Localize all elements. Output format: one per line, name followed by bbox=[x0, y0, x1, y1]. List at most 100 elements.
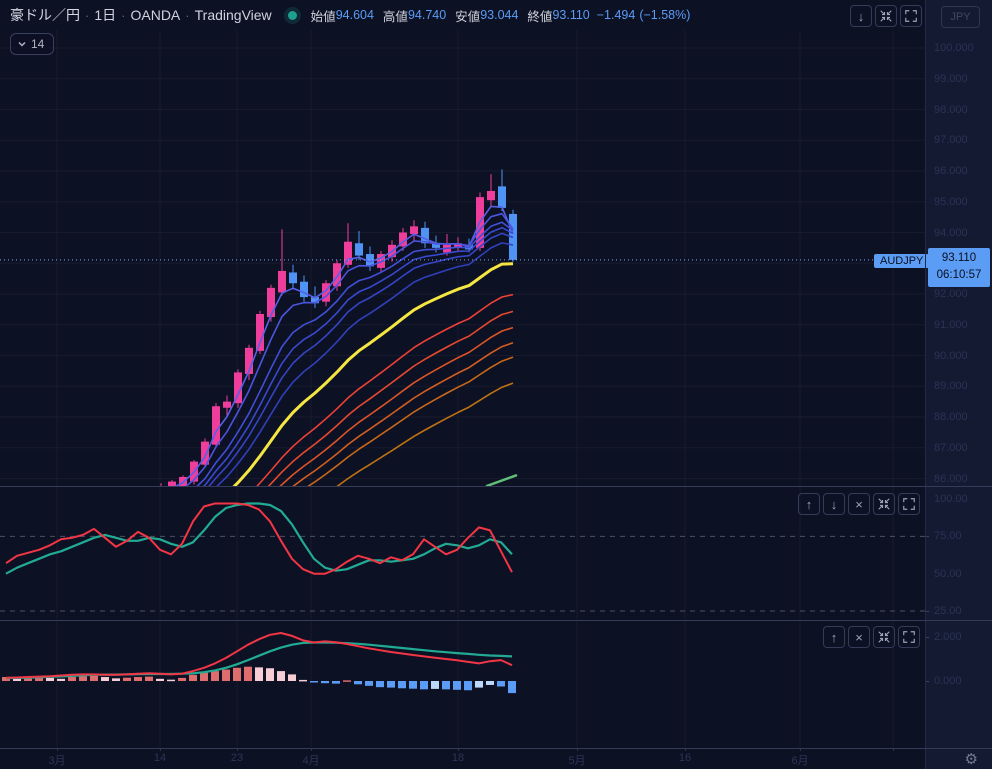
pane-separator[interactable] bbox=[0, 620, 992, 621]
time-scale-label: 5月 bbox=[568, 755, 586, 767]
pane-move-up-button[interactable]: ↑ bbox=[823, 626, 845, 648]
arrow-down-icon: ↓ bbox=[830, 496, 838, 512]
pane-separator[interactable] bbox=[0, 486, 992, 487]
time-scale-tick bbox=[458, 748, 459, 751]
maximize-pane-button[interactable] bbox=[900, 5, 922, 27]
time-scale-tick bbox=[893, 748, 894, 751]
ohlc-readout: 始値 94.604 高値 94.740 安値 93.044 終値 93.110 … bbox=[311, 6, 691, 25]
time-scale-tick bbox=[800, 748, 801, 751]
title-separator: · bbox=[121, 7, 126, 23]
oscillator-scale-label: 50.00 bbox=[934, 567, 962, 580]
pane-move-down-button[interactable]: ↓ bbox=[823, 493, 845, 515]
price-scale-label: 86.000 bbox=[934, 472, 968, 485]
pane-maximize-button[interactable] bbox=[898, 493, 920, 515]
pane-collapse-button[interactable] bbox=[873, 626, 895, 648]
price-scale-label: 91.000 bbox=[934, 318, 968, 331]
collapse-pane-button[interactable] bbox=[875, 5, 897, 27]
macd-scale-label: 2.000 bbox=[934, 631, 962, 643]
pane-maximize-button[interactable] bbox=[898, 626, 920, 648]
close-value: 93.110 bbox=[552, 8, 590, 22]
currency-unit-label: JPY bbox=[950, 11, 971, 23]
title-separator: · bbox=[85, 7, 90, 23]
collapse-icon bbox=[878, 631, 890, 643]
price-scale-label: 88.000 bbox=[934, 411, 968, 423]
change-percent: (−1.58%) bbox=[639, 8, 691, 22]
price-scale-label: 99.000 bbox=[934, 72, 968, 85]
macd-pane[interactable] bbox=[0, 621, 925, 747]
time-scale-label: 14 bbox=[153, 752, 167, 764]
platform-label: TradingView bbox=[194, 7, 272, 23]
time-scale-tick bbox=[685, 748, 686, 751]
arrow-up-icon: ↑ bbox=[830, 629, 838, 645]
time-scale[interactable]: ⚙ 3月 14 23 4月 18 5月 16 6月 bbox=[0, 748, 992, 769]
high-label: 高値 bbox=[382, 9, 408, 24]
pane-close-button[interactable]: × bbox=[848, 493, 870, 515]
open-value: 94.604 bbox=[335, 8, 374, 22]
chevron-down-icon bbox=[18, 41, 26, 47]
price-scale-label: 92.000 bbox=[934, 288, 968, 300]
price-scale-label: 98.000 bbox=[934, 103, 968, 116]
time-scale-label: 23 bbox=[230, 752, 244, 764]
collapsed-indicators-count: 14 bbox=[31, 37, 45, 51]
price-scale-label: 97.000 bbox=[934, 134, 968, 147]
low-label: 安値 bbox=[455, 9, 481, 24]
price-scale[interactable]: AUDJPY 93.110 06:10:57 100.000 99.000 98.0… bbox=[874, 0, 992, 769]
bar-countdown: 06:10:57 bbox=[936, 269, 982, 282]
oscillator-scale-label: 25.00 bbox=[934, 605, 962, 618]
main-price-pane[interactable] bbox=[0, 30, 925, 486]
time-scale-tick bbox=[57, 748, 58, 751]
price-scale-label: 94.000 bbox=[934, 226, 968, 239]
arrow-up-icon: ↑ bbox=[805, 496, 813, 512]
scale-divider bbox=[925, 0, 926, 769]
interval-label[interactable]: 1日 bbox=[94, 7, 117, 23]
symbol-price-tag-label: AUDJPY bbox=[880, 255, 924, 267]
macd-scale-label: 0.000 bbox=[934, 675, 962, 687]
arrow-down-icon: ↓ bbox=[857, 8, 865, 24]
collapse-icon bbox=[880, 10, 892, 22]
header-buttons: ↓ bbox=[850, 5, 922, 27]
pane-close-button[interactable]: × bbox=[848, 626, 870, 648]
chart-header: 豪ドル／円 · 1日 · OANDA · TradingView 始値 94.6… bbox=[0, 0, 992, 30]
time-scale-label: 3月 bbox=[48, 755, 66, 767]
maximize-icon bbox=[903, 631, 915, 643]
symbol-name[interactable]: 豪ドル／円 bbox=[10, 7, 80, 23]
collapsed-indicators-chip[interactable]: 14 bbox=[10, 33, 55, 55]
symbol-title-area[interactable]: 豪ドル／円 · 1日 · OANDA · TradingView bbox=[0, 5, 272, 25]
collapse-icon bbox=[878, 498, 890, 510]
low-value: 93.044 bbox=[480, 8, 519, 22]
price-scale-label: 100.000 bbox=[934, 42, 974, 54]
close-icon: × bbox=[855, 496, 863, 512]
oscillator-pane-controls: ↑ ↓ × bbox=[798, 493, 920, 515]
gear-icon[interactable]: ⚙ bbox=[964, 751, 978, 768]
exchange-label: OANDA bbox=[130, 7, 181, 23]
oscillator-pane[interactable] bbox=[0, 487, 925, 619]
pane-collapse-button[interactable] bbox=[873, 493, 895, 515]
scale-tick bbox=[925, 637, 929, 638]
currency-unit-button[interactable]: JPY bbox=[941, 6, 980, 28]
change-value: −1.494 bbox=[596, 8, 636, 22]
price-scale-label: 95.000 bbox=[934, 195, 968, 208]
last-price-value: 93.110 bbox=[941, 252, 977, 264]
market-status-icon[interactable] bbox=[287, 10, 297, 20]
maximize-icon bbox=[905, 10, 917, 22]
price-scale-label: 89.000 bbox=[934, 380, 968, 393]
pane-move-up-button[interactable]: ↑ bbox=[798, 493, 820, 515]
time-scale-label: 16 bbox=[678, 752, 692, 764]
scale-tick bbox=[925, 611, 929, 613]
time-scale-label: 4月 bbox=[302, 755, 320, 767]
open-label: 始値 bbox=[310, 9, 336, 24]
macd-pane-controls: ↑ × bbox=[823, 626, 920, 648]
price-scale-label: 87.000 bbox=[934, 441, 968, 454]
time-scale-tick bbox=[237, 748, 238, 751]
time-scale-label: 18 bbox=[451, 752, 465, 764]
title-separator: · bbox=[185, 7, 190, 23]
close-label: 終値 bbox=[527, 9, 553, 24]
time-scale-tick bbox=[577, 748, 578, 751]
oscillator-scale-label: 100.00 bbox=[934, 493, 968, 505]
last-price-tag: 93.110 06:10:57 bbox=[928, 248, 990, 287]
price-scale-label: 90.000 bbox=[934, 349, 968, 362]
time-scale-tick bbox=[311, 748, 312, 751]
time-scale-label: 6月 bbox=[791, 755, 809, 767]
move-pane-down-button[interactable]: ↓ bbox=[850, 5, 872, 27]
